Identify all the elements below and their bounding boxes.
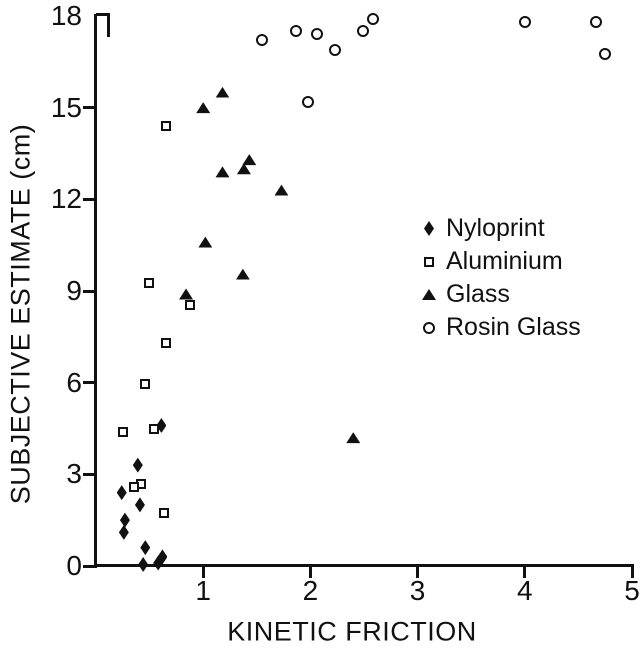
data-point-glass	[198, 236, 213, 248]
x-tick-label: 3	[409, 575, 426, 606]
y-tick-label: 6	[66, 366, 82, 398]
filled-triangle-icon	[422, 289, 436, 300]
aluminium-marker-icon	[420, 256, 438, 267]
data-point-nyloprint	[138, 556, 149, 572]
data-point-glass	[196, 102, 211, 114]
legend: Nyloprint Aluminium Glass Rosin Glass	[420, 212, 581, 344]
legend-label-aluminium: Aluminium	[446, 247, 563, 275]
y-tick	[83, 564, 97, 568]
data-point-rosin-glass	[356, 25, 369, 38]
y-tick-label: 12	[50, 183, 82, 215]
data-point-nyloprint	[153, 555, 164, 571]
data-point-rosin-glass	[599, 48, 612, 61]
x-tick	[630, 564, 634, 578]
data-point-glass	[215, 86, 230, 98]
data-point-glass	[274, 184, 289, 196]
data-point-aluminium	[143, 278, 154, 289]
y-tick	[83, 106, 97, 110]
rosin-glass-marker-icon	[420, 321, 438, 334]
legend-item-glass: Glass	[420, 278, 581, 311]
x-axis-line	[94, 564, 633, 567]
data-point-aluminium	[185, 299, 196, 310]
open-square-icon	[424, 256, 434, 267]
legend-item-nyloprint: Nyloprint	[420, 212, 581, 245]
x-tick-label: 1	[195, 575, 211, 606]
x-tick-label: 4	[517, 575, 533, 606]
x-tick	[523, 564, 527, 578]
filled-diamond-icon	[424, 221, 434, 236]
data-point-rosin-glass	[256, 34, 269, 47]
data-point-aluminium	[160, 337, 171, 348]
legend-label-rosin-glass: Rosin Glass	[446, 313, 581, 341]
nyloprint-marker-icon	[420, 221, 438, 236]
y-tick	[83, 472, 97, 476]
data-point-nyloprint	[116, 485, 127, 501]
data-point-rosin-glass	[290, 25, 303, 38]
legend-label-nyloprint: Nyloprint	[446, 214, 545, 242]
data-point-glass	[235, 268, 250, 280]
data-point-nyloprint	[157, 549, 168, 565]
data-point-glass	[179, 288, 194, 300]
data-point-glass	[236, 163, 251, 175]
x-tick	[201, 564, 205, 578]
y-axis-title: SUBJECTIVE ESTIMATE (cm)	[5, 123, 36, 505]
y-tick	[83, 381, 97, 385]
x-tick	[308, 564, 312, 578]
y-tick-label: 0	[66, 550, 82, 581]
x-tick	[416, 564, 420, 578]
data-point-rosin-glass	[310, 28, 323, 41]
y-tick	[83, 289, 97, 293]
data-point-rosin-glass	[366, 13, 379, 26]
data-point-aluminium	[140, 379, 151, 390]
glass-marker-icon	[420, 289, 438, 300]
y-tick-label: 15	[50, 91, 82, 123]
data-point-nyloprint	[132, 457, 143, 473]
y-tick-label: 9	[66, 275, 82, 306]
data-point-rosin-glass	[302, 95, 315, 108]
data-point-nyloprint	[118, 524, 129, 540]
data-point-aluminium	[148, 423, 159, 434]
data-point-rosin-glass	[329, 43, 342, 56]
data-point-rosin-glass	[589, 16, 602, 29]
legend-label-glass: Glass	[446, 280, 510, 308]
legend-item-rosin-glass: Rosin Glass	[420, 311, 581, 344]
x-axis-title: KINETIC FRICTION	[227, 616, 477, 647]
data-point-nyloprint	[134, 497, 145, 513]
y-tick	[83, 197, 97, 201]
data-point-aluminium	[128, 481, 139, 492]
data-point-rosin-glass	[518, 16, 531, 29]
y-axis-top-tick-stub	[107, 13, 110, 37]
data-point-nyloprint	[156, 417, 167, 433]
data-point-glass	[215, 166, 230, 178]
legend-item-aluminium: Aluminium	[420, 245, 581, 278]
y-tick-label: 18	[50, 0, 82, 31]
data-point-aluminium	[160, 121, 171, 131]
data-point-aluminium	[158, 507, 169, 518]
data-point-glass	[242, 154, 257, 166]
x-tick-label: 2	[302, 575, 319, 606]
open-circle-icon	[423, 321, 435, 334]
x-tick-label: 5	[624, 575, 640, 606]
data-point-nyloprint	[119, 512, 130, 528]
y-tick-label: 3	[66, 458, 82, 490]
y-axis-top-tick	[96, 13, 110, 16]
data-point-nyloprint	[140, 540, 151, 556]
data-point-glass	[346, 432, 361, 444]
data-point-aluminium	[117, 426, 128, 437]
